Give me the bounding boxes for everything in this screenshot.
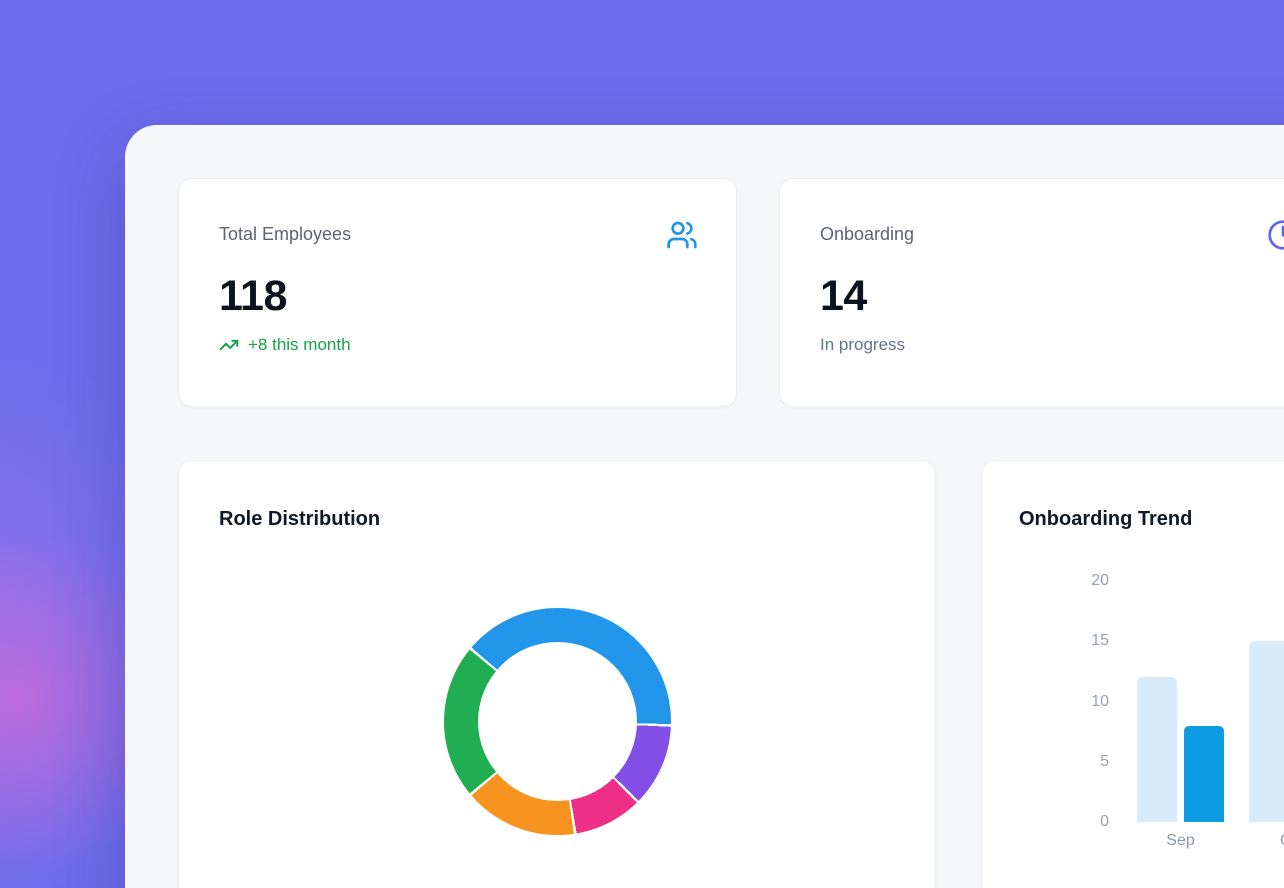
- chart-title: Role Distribution: [219, 508, 381, 530]
- stat-trend-label: +8 this month: [248, 335, 351, 354]
- x-axis-category-label: Oct: [1253, 832, 1284, 850]
- onboarding-trend-bar-chart: 0 5 10 15 20 Sep Oct: [982, 461, 1284, 888]
- chart-card-onboarding-trend: Onboarding Trend 0 5 10 15 20 Sep Oct: [981, 460, 1284, 888]
- y-axis-tick-label: 20: [1091, 572, 1109, 589]
- trending-up-icon: [219, 339, 239, 351]
- stat-value: 118: [219, 272, 287, 320]
- y-axis-tick-label: 5: [1100, 752, 1109, 770]
- y-axis-tick-label: 0: [1100, 813, 1109, 830]
- stat-subtitle: In progress: [820, 335, 906, 354]
- bar-sep-light-blue[interactable]: [1137, 677, 1177, 822]
- stat-trend: +8 this month: [219, 335, 698, 355]
- stat-value: 14: [820, 272, 867, 320]
- chart-card-role-distribution: Role Distribution: [178, 460, 936, 888]
- stat-card-total-employees: Total Employees 118 +8 this month: [178, 178, 737, 407]
- users-icon: [666, 219, 698, 251]
- donut-hole: [478, 642, 637, 801]
- stat-card-header: Total Employees: [219, 221, 698, 251]
- bar-oct-light-blue[interactable]: [1249, 641, 1284, 822]
- main-content-panel: Total Employees 118 +8 this month Onboar…: [125, 125, 1284, 888]
- y-axis-tick-label: 15: [1091, 632, 1109, 650]
- clock-icon: [1267, 219, 1284, 251]
- stat-label: Onboarding: [820, 224, 915, 244]
- stat-label: Total Employees: [219, 224, 352, 244]
- stat-card-header: Onboarding: [820, 220, 1284, 251]
- x-axis-category-label: Sep: [1166, 832, 1195, 849]
- role-distribution-donut-chart[interactable]: [444, 608, 671, 835]
- stat-card-onboarding: Onboarding 14 In progress: [779, 178, 1284, 407]
- bar-sep-dark-blue[interactable]: [1184, 725, 1224, 822]
- y-axis-tick-label: 10: [1091, 692, 1109, 710]
- chart-title: Onboarding Trend: [1019, 508, 1193, 530]
